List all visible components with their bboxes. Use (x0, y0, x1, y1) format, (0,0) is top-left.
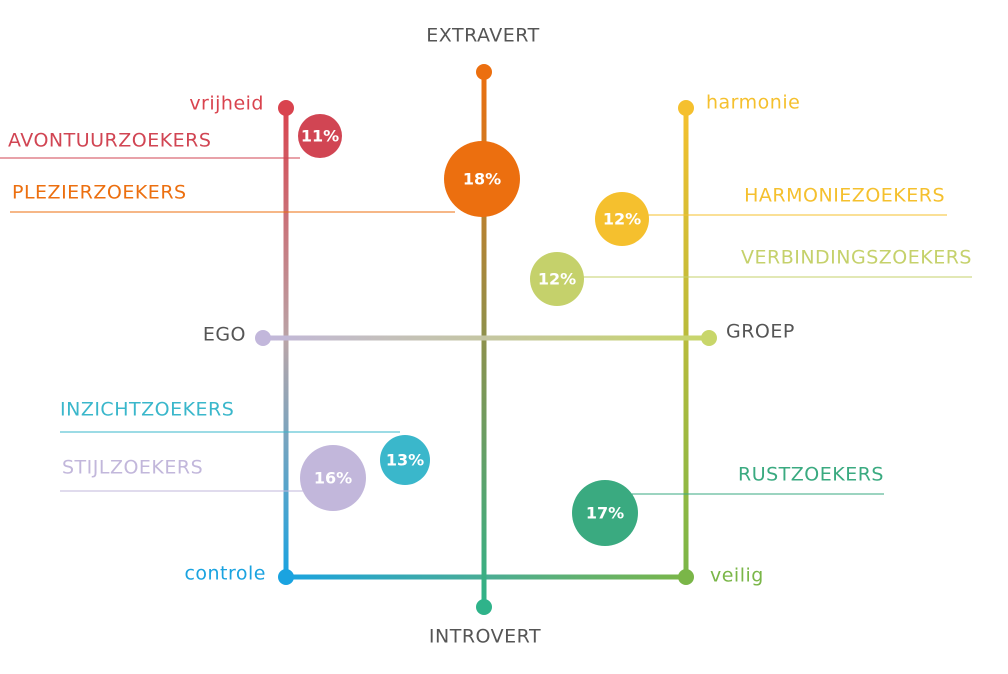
segment-percentage: 13% (386, 451, 424, 470)
corner-label: harmonie (706, 92, 800, 114)
corner-label: veilig (710, 565, 764, 587)
segment-name: RUSTZOEKERS (738, 464, 884, 486)
bubble (298, 114, 342, 158)
segment-name: HARMONIEZOEKERS (744, 185, 945, 207)
segment-percentage: 12% (538, 270, 576, 289)
bubble (572, 480, 638, 546)
segment-percentage: 12% (603, 210, 641, 229)
segments: AVONTUURZOEKERS 11% PLEZIERZOEKERS 18% HARMO… (0, 114, 972, 546)
bubble (595, 192, 649, 246)
segment-percentage: 17% (586, 504, 624, 523)
corner-label: vrijheid (189, 93, 264, 115)
segment-name: VERBINDINGSZOEKERS (741, 247, 972, 269)
segment-name: PLEZIERZOEKERS (12, 182, 187, 204)
segment-percentage: 18% (463, 170, 501, 189)
dots (255, 64, 717, 615)
bubble (444, 141, 520, 217)
segment-percentage: 11% (301, 127, 339, 146)
bubble (300, 445, 366, 511)
corner-label: controle (184, 563, 266, 585)
axis-label: EXTRAVERT (426, 25, 539, 47)
segment-name: INZICHTZOEKERS (60, 399, 234, 421)
segment-percentage: 16% (314, 469, 352, 488)
axis-label: GROEP (726, 321, 795, 343)
segment-name: STIJLZOEKERS (62, 457, 203, 479)
bubble (530, 252, 584, 306)
axis-label: EGO (203, 324, 246, 346)
segment-name: AVONTUURZOEKERS (8, 130, 211, 152)
bubble (380, 435, 430, 485)
axis-label: INTROVERT (429, 626, 541, 648)
